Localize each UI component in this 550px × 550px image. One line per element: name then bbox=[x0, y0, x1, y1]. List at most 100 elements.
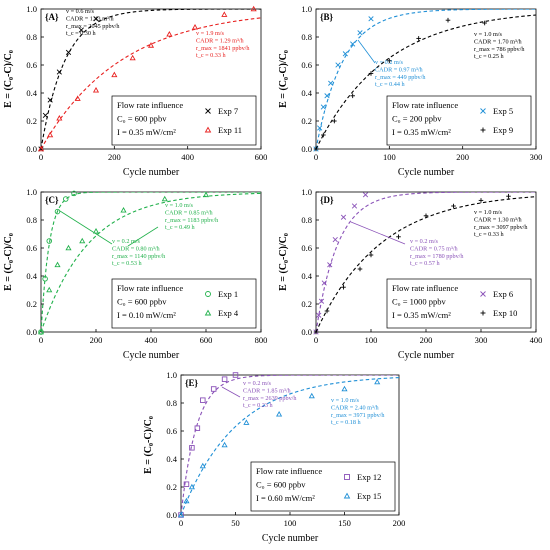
legend-condition-text: I = 0.60 mW/cm² bbox=[256, 493, 315, 503]
y-tick-label: 1.0 bbox=[301, 4, 312, 14]
panel-label: {A} bbox=[45, 12, 59, 22]
data-point-exp-6 bbox=[327, 262, 333, 268]
x-tick-label: 0 bbox=[314, 152, 318, 162]
fit-curve-exp-7 bbox=[41, 9, 261, 149]
data-point-exp-10 bbox=[423, 213, 429, 219]
data-point-exp-1 bbox=[42, 276, 48, 282]
legend-marker bbox=[343, 492, 351, 499]
annotation-text: t_c = 0.33 h bbox=[474, 231, 505, 238]
chart-panel-e: 0 50 100 150 200 0.0 0.2 0.4 0.6 0.8 1.0 Cycle numb… bbox=[143, 370, 405, 544]
x-tick-label: 200 bbox=[108, 152, 121, 162]
data-point-exp-15 bbox=[188, 483, 195, 490]
annotation-text: t_c = 0.33 h bbox=[196, 52, 227, 59]
annotation-text: CADR = 2.40 m³/h bbox=[331, 404, 380, 411]
x-tick-label: 200 bbox=[420, 335, 433, 345]
legend-entry: Exp 10 bbox=[493, 308, 517, 318]
annotation-text: v = 1.0 m/s bbox=[474, 209, 502, 216]
data-point-exp-11 bbox=[92, 86, 100, 93]
chart-panel-b: 0 100 200 300 0.0 0.2 0.4 0.6 0.8 1.0 Cycle number… bbox=[278, 4, 542, 178]
data-point-exp-12 bbox=[183, 481, 190, 487]
x-tick-label: 0 bbox=[179, 518, 183, 528]
annotation-text: CADR = 0.75 m³/h bbox=[410, 245, 459, 252]
y-tick-label: 0.6 bbox=[301, 243, 312, 253]
legend-entry: Exp 9 bbox=[493, 125, 513, 135]
data-point-exp-10 bbox=[396, 234, 401, 240]
data-point-exp-5 bbox=[350, 41, 356, 47]
data-point-exp-12 bbox=[210, 386, 217, 392]
annotation-text: t_c = 0.23 h bbox=[243, 402, 274, 409]
x-tick-label: 100 bbox=[383, 152, 396, 162]
x-tick-label: 150 bbox=[338, 518, 351, 528]
x-tick-label: 400 bbox=[530, 335, 543, 345]
legend-condition-text: I = 0.35 mW/cm² bbox=[117, 127, 176, 137]
data-point-exp-12 bbox=[200, 397, 206, 403]
data-point-exp-5 bbox=[368, 16, 374, 22]
data-point-exp-15 bbox=[221, 441, 228, 448]
data-point-exp-9 bbox=[445, 17, 451, 23]
fit-curve-exp-12 bbox=[181, 375, 399, 515]
y-tick-label: 0.8 bbox=[26, 215, 37, 225]
legend-marker bbox=[480, 310, 486, 316]
y-tick-label: 1.0 bbox=[301, 187, 312, 197]
annotation-leader-line bbox=[221, 386, 241, 398]
y-tick-label: 0.0 bbox=[26, 327, 37, 337]
annotation-text: CADR = 0.97 m³/h bbox=[375, 66, 424, 73]
fit-curve-exp-5 bbox=[316, 9, 536, 149]
fit-curve-exp-15 bbox=[181, 377, 399, 515]
data-point-exp-11 bbox=[166, 30, 173, 37]
annotation-text: r_max = 1841 ppbv/h bbox=[196, 45, 250, 52]
data-point-exp-15 bbox=[276, 410, 283, 417]
legend-condition-text: C₀ = 600 ppbv bbox=[256, 480, 306, 490]
y-axis-label: E = (C₀-C)/C₀ bbox=[143, 416, 154, 474]
annotation-text: v = 1.0 m/s bbox=[474, 31, 502, 38]
data-point-exp-9 bbox=[321, 132, 326, 138]
data-point-exp-5 bbox=[357, 30, 363, 36]
y-axis-label: E = (C₀-C)/C₀ bbox=[3, 233, 14, 291]
fit-curve-exp-4 bbox=[41, 192, 261, 332]
legend-box bbox=[111, 278, 257, 329]
legend-entry: Exp 12 bbox=[357, 472, 381, 482]
annotation-text: v = 0.2 m/s bbox=[375, 59, 403, 66]
annotation-text: CADR = 1.43 m³/h bbox=[66, 15, 115, 22]
legend-condition-text: Flow rate influence bbox=[117, 283, 183, 293]
y-tick-label: 0.8 bbox=[301, 32, 312, 42]
x-tick-label: 400 bbox=[181, 152, 194, 162]
data-point-exp-9 bbox=[482, 20, 487, 26]
data-point-exp-11 bbox=[129, 54, 136, 61]
annotation-text: t_c = 0.25 h bbox=[474, 53, 505, 60]
panel-label: {D} bbox=[320, 195, 334, 205]
fit-curve-exp-9 bbox=[316, 14, 536, 149]
data-point-exp-11 bbox=[74, 95, 81, 101]
fit-curve-exp-1 bbox=[41, 192, 261, 332]
data-point-exp-15 bbox=[243, 419, 250, 425]
y-tick-label: 0.4 bbox=[26, 88, 37, 98]
y-tick-label: 0.4 bbox=[301, 271, 312, 281]
legend-marker bbox=[204, 126, 212, 133]
y-tick-label: 1.0 bbox=[26, 187, 37, 197]
data-point-exp-15 bbox=[199, 462, 206, 469]
annotation-text: v = 1.0 m/s bbox=[165, 202, 193, 209]
annotation-leader-line bbox=[350, 221, 406, 245]
data-point-exp-4 bbox=[54, 261, 61, 268]
data-point-exp-9 bbox=[313, 146, 319, 152]
y-tick-label: 0.0 bbox=[301, 144, 312, 154]
annotation-leader-line bbox=[357, 39, 376, 64]
annotation-text: v = 1.0 m/s bbox=[331, 397, 359, 404]
y-tick-label: 0.0 bbox=[26, 144, 37, 154]
y-tick-label: 0.6 bbox=[26, 60, 37, 70]
x-tick-label: 0 bbox=[314, 335, 318, 345]
y-tick-label: 0.4 bbox=[26, 271, 37, 281]
legend-entry: Exp 5 bbox=[493, 106, 513, 116]
data-point-exp-15 bbox=[308, 392, 315, 399]
legend-condition-text: Flow rate influence bbox=[256, 466, 322, 476]
data-point-exp-4 bbox=[79, 237, 86, 244]
legend-box bbox=[386, 95, 532, 146]
data-point-exp-12 bbox=[189, 445, 195, 451]
legend-entry: Exp 4 bbox=[218, 308, 239, 318]
x-tick-label: 300 bbox=[475, 335, 488, 345]
annotation-leader-line bbox=[59, 210, 113, 245]
data-point-exp-7 bbox=[78, 27, 84, 33]
x-tick-label: 50 bbox=[231, 518, 240, 528]
data-point-exp-12 bbox=[194, 425, 201, 431]
